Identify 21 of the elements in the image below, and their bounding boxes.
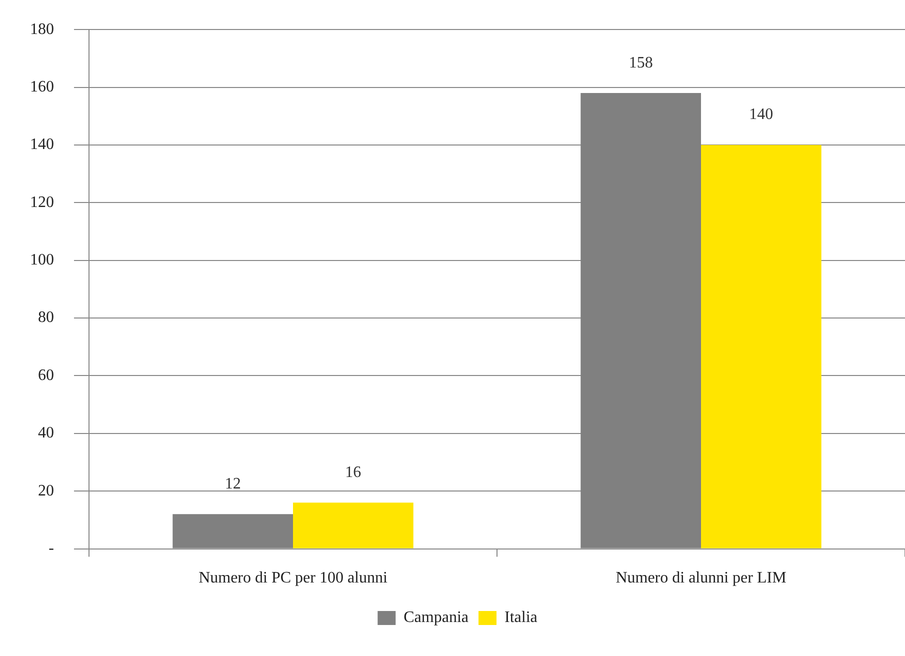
- bar: [701, 144, 822, 548]
- y-tick-label: 20: [38, 482, 54, 500]
- y-tick-label: 60: [38, 366, 54, 384]
- bar: [172, 514, 293, 548]
- x-tick-label: Numero di alunni per LIM: [616, 570, 786, 587]
- y-tick-label: -: [48, 540, 54, 558]
- data-label: 140: [749, 106, 774, 124]
- y-tick-label: 120: [30, 194, 54, 211]
- y-tick-label: 160: [30, 78, 54, 96]
- y-tick-label: 100: [30, 252, 54, 269]
- x-tick-label: Numero di PC per 100 alunni: [198, 570, 388, 587]
- data-label: 16: [345, 464, 362, 481]
- y-tick-label: 140: [30, 136, 54, 154]
- bar: [293, 502, 414, 548]
- data-label: 158: [628, 54, 653, 72]
- data-label: 12: [224, 475, 241, 492]
- y-tick-label: 80: [38, 309, 54, 326]
- y-tick-label: 180: [30, 20, 54, 38]
- legend-label: Italia: [504, 609, 538, 626]
- y-tick-label: 40: [38, 424, 54, 442]
- legend-label: Campania: [404, 609, 469, 626]
